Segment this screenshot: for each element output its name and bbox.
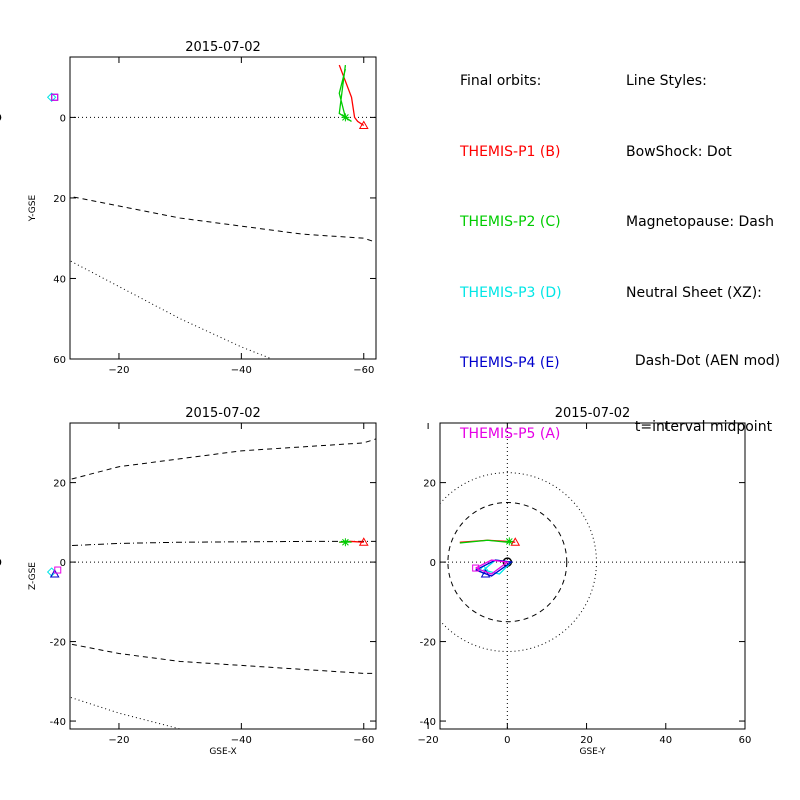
panel1-marker-p2 <box>341 113 350 122</box>
panel3-ytick-label: 0 <box>430 558 436 569</box>
panel1-marker-p5 <box>51 93 59 101</box>
legend-entry-p1: THEMIS-P1 (B) <box>460 143 561 160</box>
panel2-marker-p2 <box>341 538 350 547</box>
panel2-title: 2015-07-02 <box>185 406 261 421</box>
panel3-xtick-label: 40 <box>659 735 672 746</box>
panel1-marker-p3 <box>46 92 57 102</box>
panel2-marker-p5 <box>54 566 62 574</box>
legend-entry-p3: THEMIS-P3 (D) <box>460 284 562 301</box>
panel2-ytick-label: 0 <box>60 558 66 569</box>
panel2-boundary-2 <box>70 438 376 480</box>
panel1-xtick-label: −40 <box>231 365 252 376</box>
line-style-bowshock: BowShock: Dot <box>626 143 732 160</box>
panel2-orbit-p3 <box>0 562 52 572</box>
panel1-earth-marker <box>0 114 2 121</box>
panel2-ylabel: Z-GSE <box>28 562 38 590</box>
panel2-frame <box>69 422 377 730</box>
panel3-ytick-label: 20 <box>423 479 436 490</box>
panel1-ytick-label: 0 <box>60 113 66 124</box>
panel3-xtick-label: −20 <box>418 735 439 746</box>
panel1-orbit-p1 <box>338 64 365 126</box>
panel3-title: 2015-07-02 <box>555 406 631 421</box>
panel3-marker-p2 <box>505 537 514 546</box>
panel1-frame <box>69 56 377 360</box>
orbits-legend-title: Final orbits: <box>460 73 542 89</box>
panel2-ytick-label: -40 <box>50 717 66 728</box>
panel3-ytick-label: -20 <box>420 638 436 649</box>
panel1-orbit-p2 <box>338 64 352 122</box>
panel2-xlabel: GSE-X <box>209 747 236 757</box>
panel2-xtick-label: −60 <box>353 735 374 746</box>
panel2-earth-marker <box>0 558 2 566</box>
panel1-orbit-p5 <box>0 85 55 133</box>
panel2-boundary-3 <box>70 643 376 674</box>
panel1-marker-p1 <box>358 120 369 129</box>
panel1-marker-p4 <box>51 93 59 101</box>
panel2-boundary-1 <box>70 581 181 729</box>
panel1-ytick-label: 60 <box>53 355 66 366</box>
legend-entry-p4: THEMIS-P4 (E) <box>460 355 560 371</box>
line-styles-title: Line Styles: <box>626 73 707 89</box>
panel1-orbit-p3 <box>0 85 52 133</box>
panel1-boundary-1 <box>70 195 376 243</box>
panel2-boundary-4 <box>70 540 376 547</box>
panel3-xtick-label: 0 <box>504 735 510 746</box>
panel3-frame <box>439 422 746 730</box>
panel3-orbit-p5 <box>475 559 510 575</box>
panel3-xtick-label: 20 <box>580 735 593 746</box>
panel2-ytick-label: -20 <box>50 638 66 649</box>
panel1-boundary-0 <box>70 260 273 359</box>
panel3-xlabel: GSE-Y <box>579 747 606 757</box>
panel1-xtick-label: −20 <box>108 365 129 376</box>
orbits-legend: Final orbits: THEMIS-P1 (B) THEMIS-P2 (C… <box>460 23 562 493</box>
panel3-xtick-label: 60 <box>739 735 752 746</box>
panel3-boundary-1 <box>447 501 568 623</box>
line-style-neutral-sheet: Neutral Sheet (XZ): <box>626 284 762 301</box>
panel1-xtick-label: −60 <box>353 365 374 376</box>
line-style-neutral-sheet-dashdot: Dash-Dot (AEN mod) <box>626 353 781 369</box>
panel2-ytick-label: 20 <box>53 479 66 490</box>
panel1-ytick-label: 20 <box>53 194 66 205</box>
panel1-orbit-p4 <box>0 81 52 137</box>
panel1-title: 2015-07-02 <box>185 40 261 55</box>
panel3-ytick-label: -40 <box>420 717 436 728</box>
panel2-xtick-label: −20 <box>108 735 129 746</box>
panel3-marker-p5 <box>472 564 480 572</box>
line-styles-legend: Line Styles: BowShock: Dot Magnetopause:… <box>626 23 780 484</box>
line-style-neutral-sheet-time: t=interval midpoint <box>626 419 773 435</box>
panel3-marker-p4 <box>480 569 491 578</box>
panel3-orbit-p4 <box>475 559 514 577</box>
legend-entry-p2: THEMIS-P2 (C) <box>460 214 561 230</box>
panel2-marker-p1 <box>358 537 369 546</box>
line-style-magnetopause: Magnetopause: Dash <box>626 214 775 230</box>
panel2-xtick-label: −40 <box>231 735 252 746</box>
panel1-ytick-label: 40 <box>53 274 66 285</box>
legend-entry-p5: THEMIS-P5 (A) <box>460 425 561 442</box>
panel1-ylabel: Y-GSE <box>28 195 38 223</box>
